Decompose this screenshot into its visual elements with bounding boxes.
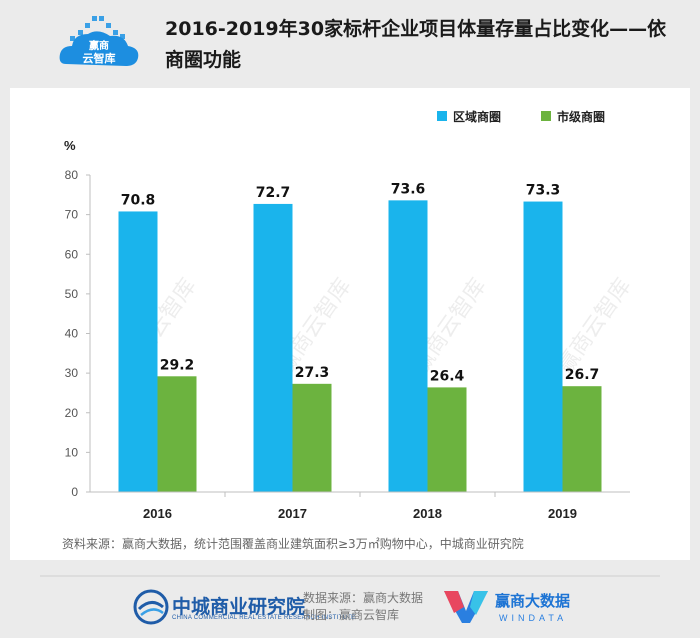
windata-name-en: WINDATA	[499, 613, 568, 623]
footer-divider	[40, 575, 660, 577]
x-tick-label: 2019	[548, 506, 577, 521]
bar-city-2018	[427, 387, 467, 492]
bar-value-label: 29.2	[160, 357, 195, 373]
bar-chart: 赢商云智库 赢商云智库 赢商云智库 赢商云智库 区域商圈 市级商圈 % 01020304…	[10, 88, 690, 560]
legend: 区域商圈 市级商圈	[437, 109, 605, 124]
x-tick-label: 2016	[143, 506, 172, 521]
windata-name: 赢商大数据	[495, 592, 571, 610]
y-tick-label: 70	[65, 208, 79, 222]
logo-text-2: 云智库	[83, 51, 116, 65]
y-tick-label: 80	[65, 168, 79, 182]
bar-district-2019	[523, 201, 563, 492]
chart-title: 2016-2019年30家标杆企业项目体量存量占比变化——依商圈功能	[165, 18, 667, 71]
bar-value-label: 73.6	[391, 181, 426, 197]
legend-label: 区域商圈	[453, 109, 501, 124]
bars: 70.8 29.2 72.7 27.3 73.6 26.4 73.3 26.7	[118, 181, 602, 493]
y-tick-label: 40	[65, 327, 79, 341]
bar-city-2016	[157, 376, 197, 492]
y-tick-label: 20	[65, 406, 79, 420]
y-tick-label: 30	[65, 366, 79, 380]
x-axis: 2016 2017 2018 2019	[90, 491, 630, 521]
bar-value-label: 73.3	[526, 183, 561, 199]
x-tick-label: 2017	[278, 506, 307, 521]
bar-district-2018	[388, 200, 428, 493]
org-emblem-icon	[133, 589, 169, 625]
org-name: 中城商业研究院	[172, 596, 306, 618]
legend-swatch	[437, 111, 447, 121]
y-tick-label: 0	[71, 485, 78, 499]
y-tick-label: 10	[65, 445, 79, 459]
bar-value-label: 26.4	[430, 368, 465, 384]
legend-label: 市级商圈	[557, 109, 605, 124]
org-name-en: CHINA COMMERCIAL REAL ESTATE RESEARCH IN…	[172, 615, 356, 621]
brand-logo: 赢商 云智库	[58, 14, 142, 70]
y-axis: 0 10 20 30 40 50 60 70 80	[65, 168, 91, 499]
made-by-credit: 制图：赢商云智库	[303, 608, 400, 622]
legend-swatch	[541, 111, 551, 121]
bar-value-label: 70.8	[121, 192, 156, 208]
bar-value-label: 27.3	[295, 365, 330, 381]
bar-city-2019	[562, 386, 602, 492]
y-tick-label: 60	[65, 247, 79, 261]
bar-district-2016	[118, 211, 158, 492]
bar-value-label: 72.7	[256, 185, 291, 201]
windata-logo-icon	[444, 591, 488, 623]
data-source-credit: 数据来源：赢商大数据	[303, 591, 424, 605]
x-tick-label: 2018	[413, 506, 442, 521]
source-note: 资料来源：赢商大数据，统计范围覆盖商业建筑面积≥3万㎡购物中心，中城商业研究院	[62, 537, 524, 551]
y-tick-label: 50	[65, 287, 79, 301]
bar-city-2017	[292, 383, 332, 492]
bar-district-2017	[253, 203, 293, 492]
y-axis-unit: %	[64, 138, 76, 153]
bar-value-label: 26.7	[565, 367, 600, 383]
logo-text-1: 赢商	[89, 39, 109, 52]
